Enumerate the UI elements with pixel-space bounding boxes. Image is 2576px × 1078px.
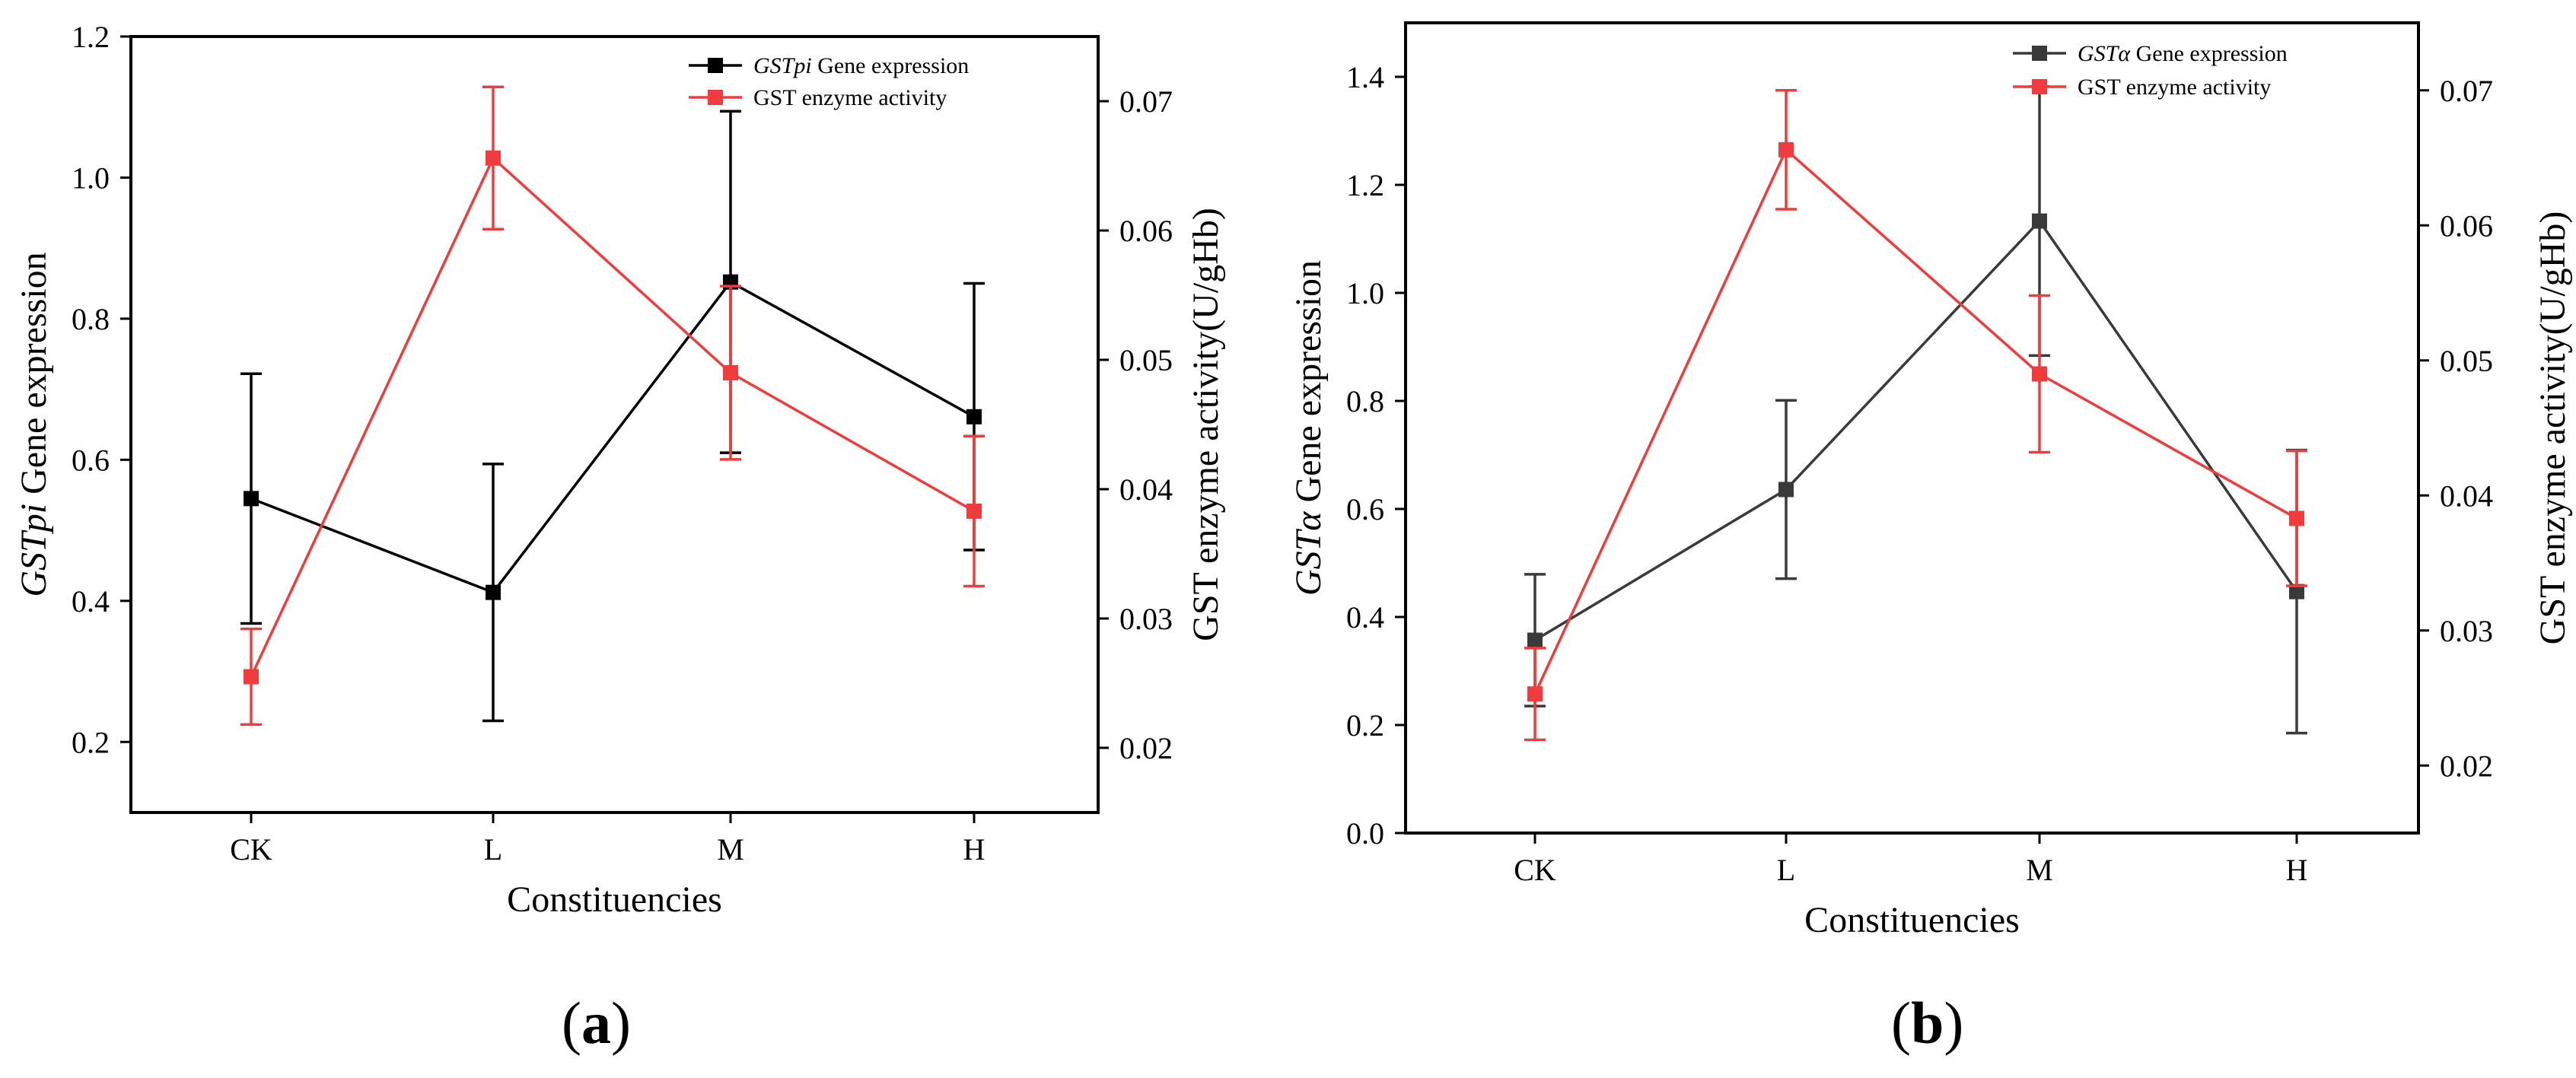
series-line	[250, 155, 975, 678]
data-point	[1527, 686, 1543, 702]
chart-b: 0.0 0.2 0.4 0.6 0.8 1.0 1.2 1.4 0.02 0.03 0.04 0.05…	[1288, 21, 2573, 940]
y-tick-label: 0.4	[1346, 600, 1384, 634]
x-tick-label: CK	[230, 832, 272, 867]
y-tick-label: 0.6	[72, 443, 110, 477]
y-right-tick-label: 0.06	[2440, 208, 2493, 243]
legend-label: GST enzyme activity	[753, 85, 947, 110]
data-point	[244, 491, 259, 507]
x-axis-title: Constituencies	[507, 879, 722, 920]
legend-marker	[2032, 46, 2047, 61]
data-point	[2032, 366, 2047, 382]
x-tick-label: M	[717, 832, 744, 867]
data-point	[966, 503, 982, 519]
data-point	[966, 409, 982, 425]
x-tick-label: H	[2286, 853, 2308, 887]
y-tick-label: 1.2	[1346, 168, 1384, 202]
series-gene-expression	[1524, 85, 2307, 735]
data-point	[723, 365, 738, 380]
y-tick-label: 1.4	[1346, 60, 1384, 94]
y-axis-title: GSTpi Gene expression	[14, 252, 54, 596]
y-right-tick-label: 0.02	[2440, 749, 2493, 783]
y-right-tick-label: 0.07	[2440, 74, 2493, 108]
y-right-tick-label: 0.05	[2440, 344, 2493, 378]
legend-label: GST enzyme activity	[2078, 75, 2271, 100]
y-tick-label: 0.4	[72, 584, 110, 618]
y-tick-label: 1.2	[72, 20, 110, 54]
y-right-tick-label: 0.02	[1119, 731, 1173, 765]
legend-label: GSTα Gene expression	[2078, 41, 2288, 66]
y-right-tick-label: 0.04	[2440, 479, 2493, 513]
data-point	[2289, 584, 2304, 599]
data-point	[244, 669, 259, 685]
legend-label: GSTpi Gene expression	[753, 53, 969, 78]
x-axis-title: Constituencies	[1804, 900, 2020, 940]
chart-a: 0.2 0.4 0.6 0.8 1.0 1.2 0.02 0.03 0.04 0.05 0.06 0.…	[14, 20, 1226, 920]
x-tick-label: L	[484, 832, 502, 867]
series-line	[1534, 218, 2298, 642]
y-tick-label: 0.0	[1346, 816, 1384, 851]
data-point	[2289, 510, 2304, 526]
y-tick-label: 1.0	[1346, 276, 1384, 310]
data-point	[1778, 482, 1794, 498]
y-right-axis-title: GST enzyme activity(U/gHb)	[1186, 208, 1226, 641]
data-point	[1778, 142, 1794, 157]
data-point	[486, 150, 501, 166]
y-right-axis-title: GST enzyme activity(U/gHb)	[2533, 211, 2573, 645]
y-tick-label: 0.8	[72, 302, 110, 336]
data-point	[1527, 632, 1543, 648]
x-tick-label: L	[1777, 853, 1795, 887]
series-enzyme-activity	[1524, 89, 2307, 742]
series-line	[250, 280, 975, 594]
y-tick-label: 1.0	[72, 161, 110, 195]
plot-frame	[1404, 21, 2420, 835]
series-line	[1533, 147, 2297, 695]
series-enzyme-activity	[240, 85, 985, 727]
panel-label-b: (b)	[1891, 990, 1964, 1056]
x-tick-label: CK	[1514, 853, 1556, 887]
y-tick-label: 0.2	[72, 725, 110, 759]
data-point	[486, 584, 501, 600]
data-point	[2032, 213, 2047, 229]
y-axis-title: GSTα Gene expression	[1288, 260, 1329, 596]
y-right-tick-label: 0.06	[1119, 214, 1173, 248]
y-right-tick-label: 0.04	[1119, 472, 1173, 507]
y-tick-label: 0.8	[1346, 384, 1384, 418]
y-right-tick-label: 0.03	[2440, 614, 2493, 648]
plot-frame	[129, 35, 1100, 814]
y-right-tick-label: 0.05	[1119, 343, 1173, 377]
y-tick-label: 0.6	[1346, 492, 1384, 526]
x-tick-label: M	[2026, 853, 2053, 887]
legend-marker	[708, 90, 723, 105]
y-right-tick-label: 0.07	[1119, 84, 1173, 119]
panel-label-a: (a)	[562, 990, 631, 1056]
x-tick-label: H	[963, 832, 986, 867]
legend-marker	[2032, 79, 2047, 94]
y-right-tick-label: 0.03	[1119, 602, 1173, 636]
series-gene-expression	[240, 110, 985, 723]
legend-marker	[708, 58, 723, 73]
y-tick-label: 0.2	[1346, 708, 1384, 743]
